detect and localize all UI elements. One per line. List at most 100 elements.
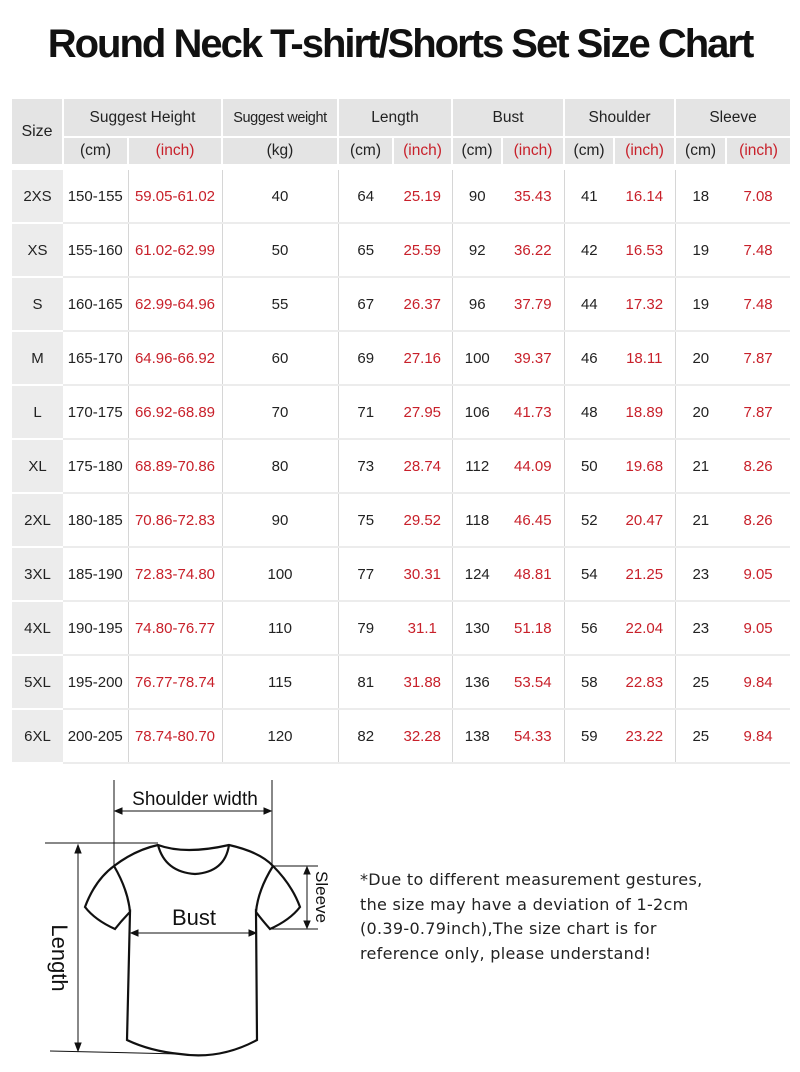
unit-inch: (inch) [127, 136, 222, 164]
cell-bust-cm: 118 [451, 493, 503, 548]
cell-bust-in: 36.22 [502, 223, 565, 278]
unit-cm: (cm) [563, 136, 615, 164]
cell-bust-cm: 92 [451, 223, 503, 278]
cell-sleeve-cm: 19 [674, 223, 727, 278]
cell-sleeve-in: 7.48 [726, 223, 791, 278]
unit-cm: (cm) [62, 136, 128, 164]
cell-weight: 115 [221, 655, 338, 710]
cell-length-cm: 73 [337, 439, 393, 494]
cell-sleeve-cm: 21 [674, 493, 727, 548]
cell-height-cm: 180-185 [63, 493, 128, 548]
cell-bust-in: 41.73 [502, 385, 565, 440]
tshirt-diagram: Shoulder width Bust Sleeve Length [45, 780, 331, 1057]
cell-shoulder-in: 21.25 [614, 547, 676, 602]
cell-length-in: 25.59 [393, 223, 453, 278]
cell-length-cm: 64 [337, 170, 393, 224]
cell-height-cm: 190-195 [63, 601, 128, 656]
cell-weight: 60 [221, 331, 338, 386]
cell-height-cm: 150-155 [63, 170, 128, 224]
note-line: the size may have a deviation of 1-2cm [360, 894, 689, 914]
cell-bust-in: 46.45 [502, 493, 565, 548]
cell-shoulder-in: 23.22 [614, 709, 676, 764]
cell-weight: 70 [221, 385, 338, 440]
cell-bust-cm: 136 [451, 655, 503, 710]
cell-height-cm: 165-170 [63, 331, 128, 386]
cell-bust-cm: 90 [451, 170, 503, 224]
cell-shoulder-in: 20.47 [614, 493, 676, 548]
cell-shoulder-cm: 56 [563, 601, 615, 656]
table-row: 5XL 195-200 76.77-78.74 115 81 31.88 136 53.54 5… [12, 655, 791, 710]
cell-height-cm: 160-165 [63, 277, 128, 332]
cell-height-cm: 185-190 [63, 547, 128, 602]
cell-sleeve-in: 9.05 [726, 601, 791, 656]
cell-sleeve-in: 7.48 [726, 277, 791, 332]
cell-height-in: 64.96-66.92 [127, 331, 222, 386]
cell-weight: 90 [221, 493, 338, 548]
cell-length-cm: 77 [337, 547, 393, 602]
cell-weight: 40 [221, 170, 338, 224]
note-line: (0.39-0.79inch),The size chart is for [360, 919, 657, 938]
cell-length-in: 26.37 [393, 277, 453, 332]
cell-size: 5XL [12, 655, 63, 710]
bust-label: Bust [172, 905, 216, 930]
table-body: 2XS 150-155 59.05-61.02 40 64 25.19 90 35.43 41 1… [12, 164, 791, 764]
shoulder-width-label: Shoulder width [132, 789, 258, 810]
cell-shoulder-in: 16.14 [614, 170, 676, 224]
cell-shoulder-in: 16.53 [614, 223, 676, 278]
cell-length-cm: 71 [337, 385, 393, 440]
unit-kg: (kg) [221, 136, 338, 164]
cell-length-in: 25.19 [393, 170, 453, 224]
cell-sleeve-in: 8.26 [726, 493, 791, 548]
cell-weight: 80 [221, 439, 338, 494]
cell-height-in: 61.02-62.99 [127, 223, 222, 278]
cell-sleeve-cm: 23 [674, 601, 727, 656]
cell-height-cm: 195-200 [63, 655, 128, 710]
sleeve-label: Sleeve [312, 871, 331, 923]
cell-length-in: 28.74 [393, 439, 453, 494]
cell-bust-in: 35.43 [502, 170, 565, 224]
cell-bust-in: 44.09 [502, 439, 565, 494]
cell-height-in: 66.92-68.89 [127, 385, 222, 440]
cell-size: 2XS [12, 170, 63, 224]
cell-size: 2XL [12, 493, 63, 548]
table-row: 4XL 190-195 74.80-76.77 110 79 31.1 130 51.18 56… [12, 601, 791, 656]
cell-height-in: 72.83-74.80 [127, 547, 222, 602]
cell-length-in: 29.52 [393, 493, 453, 548]
cell-size: XS [12, 223, 63, 278]
cell-sleeve-in: 8.26 [726, 439, 791, 494]
table-row: S 160-165 62.99-64.96 55 67 26.37 96 37.79 44 17.… [12, 277, 791, 332]
cell-height-cm: 155-160 [63, 223, 128, 278]
cell-bust-cm: 106 [451, 385, 503, 440]
cell-bust-cm: 112 [451, 439, 503, 494]
note-line: *Due to different measurement gestures, [360, 870, 703, 889]
cell-sleeve-cm: 20 [674, 331, 727, 386]
cell-shoulder-cm: 42 [563, 223, 615, 278]
cell-bust-cm: 124 [451, 547, 503, 602]
cell-weight: 100 [221, 547, 338, 602]
cell-shoulder-in: 22.83 [614, 655, 676, 710]
cell-size: XL [12, 439, 63, 494]
cell-shoulder-cm: 58 [563, 655, 615, 710]
cell-shoulder-cm: 41 [563, 170, 615, 224]
cell-height-cm: 175-180 [63, 439, 128, 494]
cell-sleeve-in: 9.84 [726, 709, 791, 764]
cell-sleeve-cm: 20 [674, 385, 727, 440]
cell-bust-in: 53.54 [502, 655, 565, 710]
cell-bust-in: 48.81 [502, 547, 565, 602]
cell-sleeve-in: 9.84 [726, 655, 791, 710]
title-text: Round Neck T-shirt/Shorts Set Size Chart [47, 22, 755, 66]
cell-shoulder-in: 22.04 [614, 601, 676, 656]
cell-length-in: 31.88 [393, 655, 453, 710]
cell-length-cm: 67 [337, 277, 393, 332]
cell-bust-cm: 138 [451, 709, 503, 764]
cell-shoulder-cm: 46 [563, 331, 615, 386]
cell-length-in: 30.31 [393, 547, 453, 602]
cell-shoulder-cm: 52 [563, 493, 615, 548]
cell-shoulder-in: 18.89 [614, 385, 676, 440]
cell-length-cm: 79 [337, 601, 393, 656]
cell-length-cm: 82 [337, 709, 393, 764]
cell-sleeve-in: 7.87 [726, 331, 791, 386]
unit-inch: (inch) [391, 136, 453, 164]
measure-lines [45, 780, 318, 1055]
cell-shoulder-cm: 48 [563, 385, 615, 440]
